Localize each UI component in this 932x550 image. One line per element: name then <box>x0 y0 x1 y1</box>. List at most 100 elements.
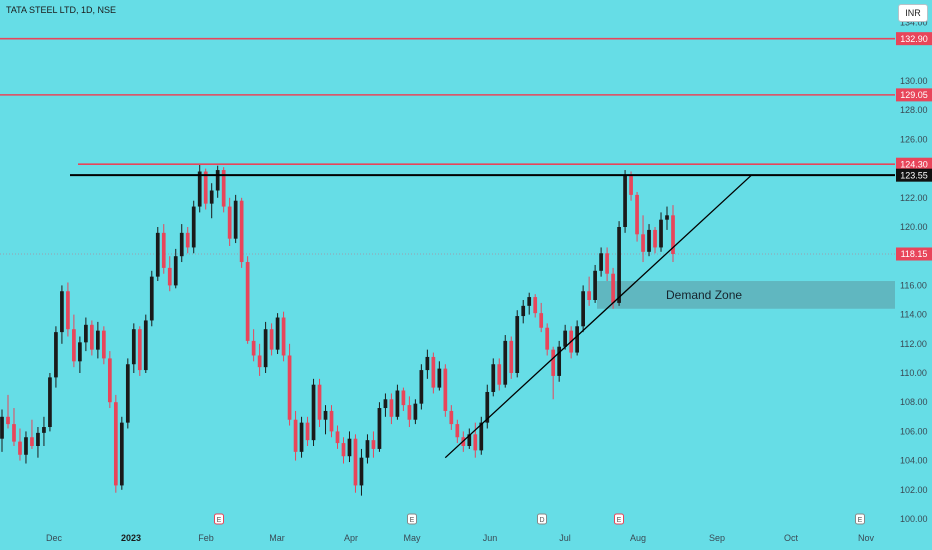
y-tick-label: 114.00 <box>900 310 927 320</box>
candle <box>617 221 621 306</box>
currency-badge[interactable]: INR <box>898 4 928 22</box>
candle <box>509 336 514 379</box>
candle <box>233 194 238 244</box>
candle <box>287 343 292 426</box>
candle <box>191 200 196 254</box>
x-tick-label: May <box>403 533 421 543</box>
candle <box>455 419 460 444</box>
svg-text:124.30: 124.30 <box>900 159 928 169</box>
candle <box>527 292 532 315</box>
svg-text:118.15: 118.15 <box>901 249 928 259</box>
candle <box>317 378 322 428</box>
candle <box>323 405 328 435</box>
x-tick-label: Jul <box>559 533 571 543</box>
candle <box>293 410 298 461</box>
y-tick-label: 130.00 <box>900 76 928 86</box>
symbol-title: TATA STEEL LTD, 1D, NSE <box>6 5 116 15</box>
candle <box>119 416 124 490</box>
svg-text:D: D <box>539 517 544 524</box>
y-tick-label: 106.00 <box>900 426 928 436</box>
event-marker-icon[interactable]: E <box>614 513 624 525</box>
svg-text:E: E <box>858 517 863 524</box>
candle <box>545 323 550 356</box>
candle <box>257 343 262 376</box>
y-tick-label: 128.00 <box>900 105 928 115</box>
candle <box>6 394 10 429</box>
candle <box>539 302 544 333</box>
candle <box>66 282 70 337</box>
candle <box>641 215 645 263</box>
candle <box>581 285 585 333</box>
candle <box>101 326 106 365</box>
candle <box>443 364 448 417</box>
candle <box>515 310 520 378</box>
candle <box>449 405 454 430</box>
event-marker-icon[interactable]: E <box>214 513 224 525</box>
candle <box>431 352 436 394</box>
x-tick-label: Feb <box>198 533 214 543</box>
candle <box>281 311 286 362</box>
candle <box>125 358 130 429</box>
candle <box>503 335 508 388</box>
candle <box>173 248 178 289</box>
candle <box>311 378 316 446</box>
trendline[interactable] <box>444 174 752 459</box>
candle <box>575 320 580 356</box>
candle <box>263 321 268 373</box>
candle <box>239 197 244 268</box>
y-tick-label: 122.00 <box>900 193 928 203</box>
candle <box>365 434 370 464</box>
candle <box>401 387 406 411</box>
candle <box>359 448 364 496</box>
candle <box>143 314 148 373</box>
candle <box>221 167 226 213</box>
svg-text:E: E <box>410 517 415 524</box>
candle <box>557 340 562 382</box>
candle <box>90 320 94 356</box>
y-tick-label: 110.00 <box>900 368 927 378</box>
candle <box>491 358 496 397</box>
candle <box>107 351 112 409</box>
candle <box>185 227 190 254</box>
candle <box>623 170 627 233</box>
svg-text:132.90: 132.90 <box>900 34 928 44</box>
y-tick-label: 112.00 <box>900 339 927 349</box>
candle <box>665 206 669 230</box>
candle <box>251 329 256 362</box>
candle <box>413 399 418 425</box>
candle <box>12 408 16 446</box>
demand-zone[interactable] <box>597 281 895 309</box>
candle <box>437 361 442 391</box>
candle <box>245 256 250 344</box>
event-marker-icon[interactable]: E <box>855 513 865 525</box>
candle <box>305 416 310 446</box>
candle <box>149 270 154 327</box>
candle <box>587 276 591 306</box>
candle <box>425 349 430 379</box>
price-tag: 129.05 <box>896 88 932 102</box>
candle <box>137 326 142 376</box>
candle <box>659 212 663 252</box>
candle <box>24 431 28 464</box>
candle <box>635 191 639 242</box>
candle <box>329 405 334 438</box>
candle <box>389 393 394 425</box>
candle <box>647 224 651 257</box>
candle <box>30 419 34 449</box>
candle <box>593 264 597 303</box>
candle <box>36 427 40 458</box>
y-tick-label: 100.00 <box>900 514 928 524</box>
price-tag: 124.30 <box>896 157 932 171</box>
x-tick-label: Mar <box>269 533 285 543</box>
candle <box>563 324 568 350</box>
candle <box>299 416 304 458</box>
event-marker-icon[interactable]: E <box>407 513 417 525</box>
candle <box>197 164 202 213</box>
candle <box>179 224 184 263</box>
event-marker-icon[interactable]: D <box>537 513 547 525</box>
candle <box>395 384 400 420</box>
x-tick-label: Apr <box>344 533 358 543</box>
x-tick-label: Sep <box>709 533 725 543</box>
candle <box>521 300 526 324</box>
